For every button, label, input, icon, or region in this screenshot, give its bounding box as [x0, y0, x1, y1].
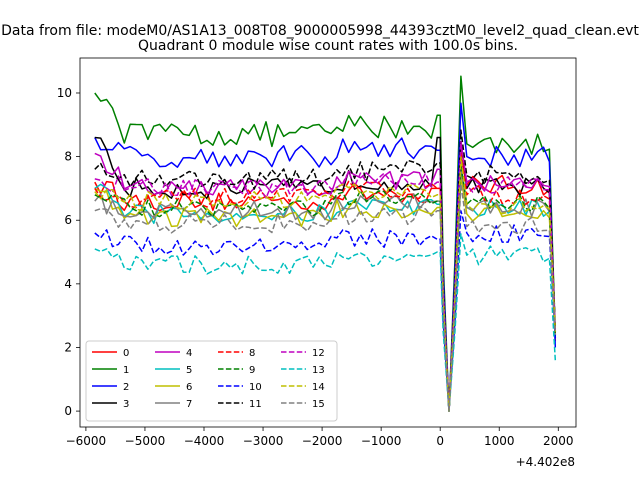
legend-label: 9	[249, 365, 255, 376]
x-tick-label: −5000	[125, 434, 166, 448]
legend-label: 14	[312, 382, 325, 393]
x-tick-label: −2000	[302, 434, 343, 448]
y-tick-label: 10	[57, 86, 72, 100]
series-line-8	[94, 152, 557, 412]
series-line-14	[94, 156, 557, 412]
y-tick-label: 6	[64, 213, 72, 227]
x-tick-label: −1000	[361, 434, 402, 448]
series-line-1	[94, 75, 557, 412]
y-tick-label: 0	[64, 404, 72, 418]
legend-item-8: 8	[218, 348, 255, 359]
x-tick-label: −6000	[66, 434, 107, 448]
legend-label: 11	[249, 399, 262, 410]
series-line-9	[94, 164, 557, 412]
legend-label: 0	[123, 348, 129, 359]
series-layer	[94, 75, 557, 412]
legend-item-13: 13	[281, 365, 325, 376]
x-tick-label: 0	[436, 434, 444, 448]
legend-label: 15	[312, 399, 325, 410]
x-axis: −6000 −5000 −4000 −3000 −2000 −1000 0 1000 2000	[66, 427, 574, 448]
legend-label: 6	[186, 382, 192, 393]
legend-item-7: 7	[155, 399, 192, 410]
y-tick-label: 2	[64, 340, 72, 354]
y-axis: 0 2 4 6 8 10	[57, 86, 80, 418]
legend-label: 13	[312, 365, 325, 376]
legend-item-14: 14	[281, 382, 325, 393]
legend-item-1: 1	[92, 365, 129, 376]
series-line-10	[94, 210, 557, 412]
series-line-6	[94, 175, 557, 412]
plot-area: −6000 −5000 −4000 −3000 −2000 −1000 0 1000 2000 …	[57, 57, 577, 469]
legend-label: 10	[249, 382, 262, 393]
legend-item-0: 0	[92, 348, 129, 359]
x-axis-offset-label: +4.402e8	[516, 455, 575, 469]
legend-item-10: 10	[218, 382, 262, 393]
legend-label: 3	[123, 399, 129, 410]
series-line-12	[94, 140, 557, 412]
legend-item-2: 2	[92, 382, 129, 393]
legend-item-9: 9	[218, 365, 255, 376]
figure-suptitle: Data from file: modeM0/AS1A13_008T08_900…	[1, 23, 639, 39]
x-tick-label: −4000	[184, 434, 225, 448]
legend-box	[85, 340, 338, 422]
series-line-2	[94, 102, 557, 412]
x-tick-label: 2000	[543, 434, 574, 448]
legend-label: 1	[123, 365, 129, 376]
x-tick-label: 1000	[484, 434, 515, 448]
legend-label: 8	[249, 348, 255, 359]
legend-label: 12	[312, 348, 325, 359]
legend-item-11: 11	[218, 399, 262, 410]
series-line-15	[94, 183, 557, 412]
series-line-13	[94, 233, 557, 412]
legend-item-4: 4	[155, 348, 192, 359]
legend-label: 7	[186, 399, 192, 410]
series-line-11	[94, 129, 557, 412]
legend-item-12: 12	[281, 348, 325, 359]
chart-title: Quadrant 0 module wise count rates with …	[138, 38, 518, 54]
legend-label: 5	[186, 365, 192, 376]
legend-label: 4	[186, 348, 192, 359]
x-tick-label: −3000	[243, 434, 284, 448]
y-tick-label: 8	[64, 150, 72, 164]
legend-item-15: 15	[281, 399, 325, 410]
legend-label: 2	[123, 382, 129, 393]
legend-item-3: 3	[92, 399, 129, 410]
legend-item-5: 5	[155, 365, 192, 376]
legend-item-6: 6	[155, 382, 192, 393]
y-tick-label: 4	[64, 277, 72, 291]
